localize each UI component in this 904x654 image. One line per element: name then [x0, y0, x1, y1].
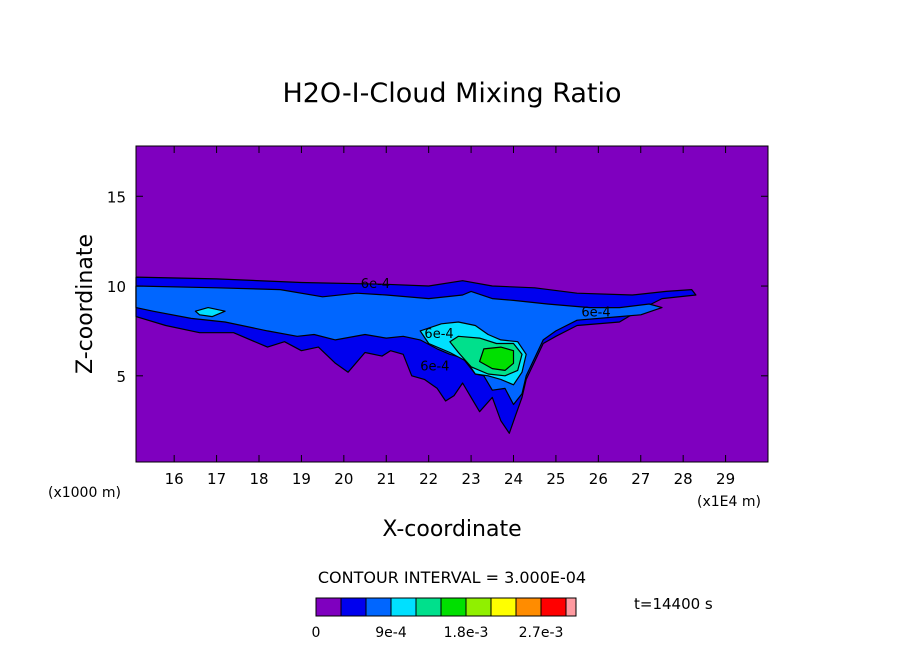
colorbar-labels: 0 9e-4 1.8e-3 2.7e-3: [312, 625, 564, 641]
contour-labels: 6e-4 6e-4 6e-4 6e-4: [361, 277, 611, 375]
x-tick-label-17: 17: [207, 470, 226, 488]
x-tick-label-21: 21: [377, 470, 396, 488]
x-unit-left: (x1000 m): [48, 485, 121, 501]
x-tick-label-23: 23: [462, 470, 481, 488]
contour-label-4: 6e-4: [420, 359, 449, 374]
colorbar-swatch-5: [415, 597, 442, 617]
colorbar-swatch-6: [440, 597, 467, 617]
x-tick-label-24: 24: [504, 470, 523, 488]
x-tick-label-16: 16: [165, 470, 184, 488]
plot-frame: [135, 145, 769, 463]
colorbar-label-2: 9e-4: [375, 625, 407, 641]
y-axis: 5 10 15: [107, 188, 768, 386]
x-tick-label-18: 18: [249, 470, 268, 488]
colorbar: [315, 597, 577, 617]
x-axis: 16 17 18 19 20 21 22 23 24 25 26 27 28 29: [165, 146, 735, 488]
colorbar-swatch-11: [565, 597, 577, 617]
colorbar-swatch-3: [365, 597, 392, 617]
contour-region-4: [194, 307, 226, 318]
x-tick-label-29: 29: [716, 470, 735, 488]
x-tick-label-26: 26: [589, 470, 608, 488]
x-tick-label-27: 27: [631, 470, 650, 488]
x-tick-label-25: 25: [546, 470, 565, 488]
y-tick-label-5: 5: [116, 368, 126, 386]
y-tick-label-15: 15: [107, 188, 126, 206]
x-tick-label-19: 19: [292, 470, 311, 488]
colorbar-swatch-1: [315, 597, 342, 617]
contour-label-1: 6e-4: [361, 277, 390, 292]
y-tick-label-10: 10: [107, 278, 126, 296]
colorbar-swatch-7: [465, 597, 492, 617]
colorbar-swatch-10: [540, 597, 567, 617]
contour-label-2: 6e-4: [581, 306, 610, 321]
contour-label-3: 6e-4: [424, 327, 453, 342]
colorbar-label-3: 1.8e-3: [444, 625, 489, 641]
contour-interval: CONTOUR INTERVAL = 3.000E-04: [318, 568, 586, 587]
x-tick-label-22: 22: [419, 470, 438, 488]
colorbar-swatch-8: [490, 597, 517, 617]
colorbar-swatch-9: [515, 597, 542, 617]
colorbar-label-1: 0: [312, 625, 321, 641]
contour-region-2: [135, 285, 663, 406]
contour-region-6: [479, 346, 515, 371]
plot-area: 6e-4 6e-4 6e-4 6e-4: [135, 145, 769, 463]
chart-title: H2O-I-Cloud Mixing Ratio: [282, 78, 621, 109]
x-tick-label-20: 20: [334, 470, 353, 488]
time-label: t=14400 s: [634, 595, 713, 613]
x-axis-title: X-coordinate: [382, 517, 521, 542]
contour-regions: [135, 276, 697, 434]
colorbar-swatch-2: [340, 597, 367, 617]
colorbar-swatch-4: [390, 597, 417, 617]
x-tick-label-28: 28: [674, 470, 693, 488]
x-unit-right: (x1E4 m): [697, 494, 761, 510]
y-axis-title: Z-coordinate: [73, 234, 98, 374]
colorbar-label-4: 2.7e-3: [519, 625, 564, 641]
